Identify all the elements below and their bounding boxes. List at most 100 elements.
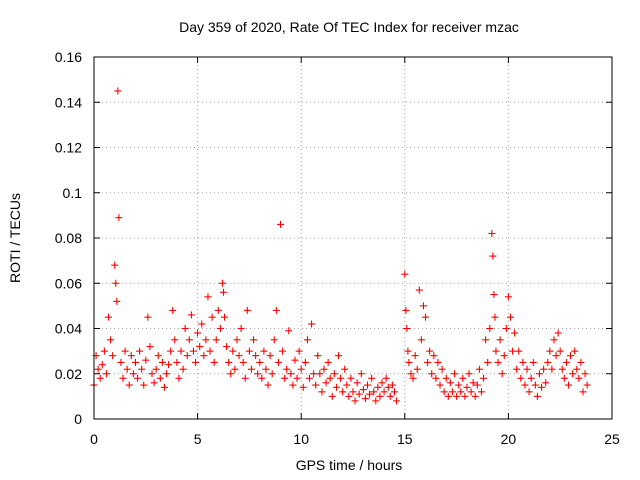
data-point	[270, 336, 278, 344]
data-point	[160, 383, 168, 391]
axis-ticks	[93, 56, 613, 420]
data-point	[562, 358, 570, 366]
x-tick-label: 15	[397, 431, 413, 447]
data-point	[370, 388, 378, 396]
data-point	[546, 347, 554, 355]
data-point	[156, 374, 164, 382]
data-point	[521, 381, 529, 389]
data-point	[496, 336, 504, 344]
data-point	[245, 347, 253, 355]
data-point	[473, 381, 481, 389]
data-point	[337, 374, 345, 382]
data-point	[401, 270, 409, 278]
data-point	[538, 383, 546, 391]
data-point	[455, 381, 463, 389]
data-point	[361, 395, 369, 403]
data-point	[173, 358, 181, 366]
data-point	[192, 358, 200, 366]
data-point	[146, 343, 154, 351]
data-point	[515, 347, 523, 355]
data-point	[451, 370, 459, 378]
data-point	[299, 383, 307, 391]
data-point	[442, 374, 450, 382]
data-point	[440, 388, 448, 396]
data-point	[390, 388, 398, 396]
data-point	[426, 347, 434, 355]
y-tick-label: 0.02	[55, 366, 82, 382]
data-point	[581, 370, 589, 378]
y-tick-labels: 0 0.02 0.04 0.06 0.08 0.1 0.12 0.14 0.16	[55, 49, 82, 427]
data-point	[527, 374, 535, 382]
data-point	[252, 352, 260, 360]
data-point	[404, 347, 412, 355]
data-point	[402, 306, 410, 314]
data-point	[264, 381, 272, 389]
data-point	[179, 365, 187, 373]
data-point	[504, 293, 512, 301]
data-point	[577, 358, 585, 366]
data-point	[268, 370, 276, 378]
x-tick-labels: 0 5 10 15 20 25	[90, 431, 620, 447]
data-point	[142, 356, 150, 364]
data-point	[235, 352, 243, 360]
data-point	[322, 379, 330, 387]
data-point	[314, 352, 322, 360]
data-point	[308, 320, 316, 328]
data-point	[519, 358, 527, 366]
data-point	[123, 365, 131, 373]
data-point	[477, 388, 485, 396]
data-point	[320, 365, 328, 373]
data-point	[293, 374, 301, 382]
data-point	[150, 379, 158, 387]
data-point	[177, 347, 185, 355]
data-point	[506, 313, 514, 321]
data-point	[355, 390, 363, 398]
data-point	[351, 397, 359, 405]
data-point	[372, 397, 380, 405]
data-point	[353, 379, 361, 387]
data-point	[430, 352, 438, 360]
data-point	[533, 392, 541, 400]
data-point	[212, 336, 220, 344]
y-tick-label: 0.1	[63, 185, 83, 201]
data-point	[523, 365, 531, 373]
data-point	[343, 381, 351, 389]
data-point	[529, 358, 537, 366]
data-point	[189, 347, 197, 355]
data-point	[482, 336, 490, 344]
data-point	[112, 279, 120, 287]
data-point	[339, 388, 347, 396]
data-point	[374, 383, 382, 391]
data-point	[114, 87, 122, 95]
data-point	[243, 306, 251, 314]
data-point	[163, 370, 171, 378]
y-tick-label: 0.16	[55, 49, 82, 65]
data-point	[94, 365, 102, 373]
data-point	[111, 261, 119, 269]
data-point	[471, 392, 479, 400]
data-point	[490, 291, 498, 299]
data-point	[223, 343, 231, 351]
data-point	[289, 381, 297, 389]
x-tick-label: 25	[604, 431, 620, 447]
data-point	[221, 313, 229, 321]
data-point	[540, 365, 548, 373]
data-point	[419, 302, 427, 310]
data-point	[105, 313, 113, 321]
data-point	[409, 374, 417, 382]
data-point	[318, 388, 326, 396]
data-point	[328, 392, 336, 400]
data-point	[260, 347, 268, 355]
data-point	[575, 374, 583, 382]
data-point	[415, 286, 423, 294]
data-point	[326, 374, 334, 382]
data-point	[511, 329, 519, 337]
y-tick-label: 0	[74, 411, 82, 427]
x-tick-label: 5	[194, 431, 202, 447]
data-point	[376, 392, 384, 400]
data-point	[457, 388, 465, 396]
data-point	[330, 370, 338, 378]
data-point	[332, 383, 340, 391]
data-point	[138, 365, 146, 373]
data-point	[552, 352, 560, 360]
